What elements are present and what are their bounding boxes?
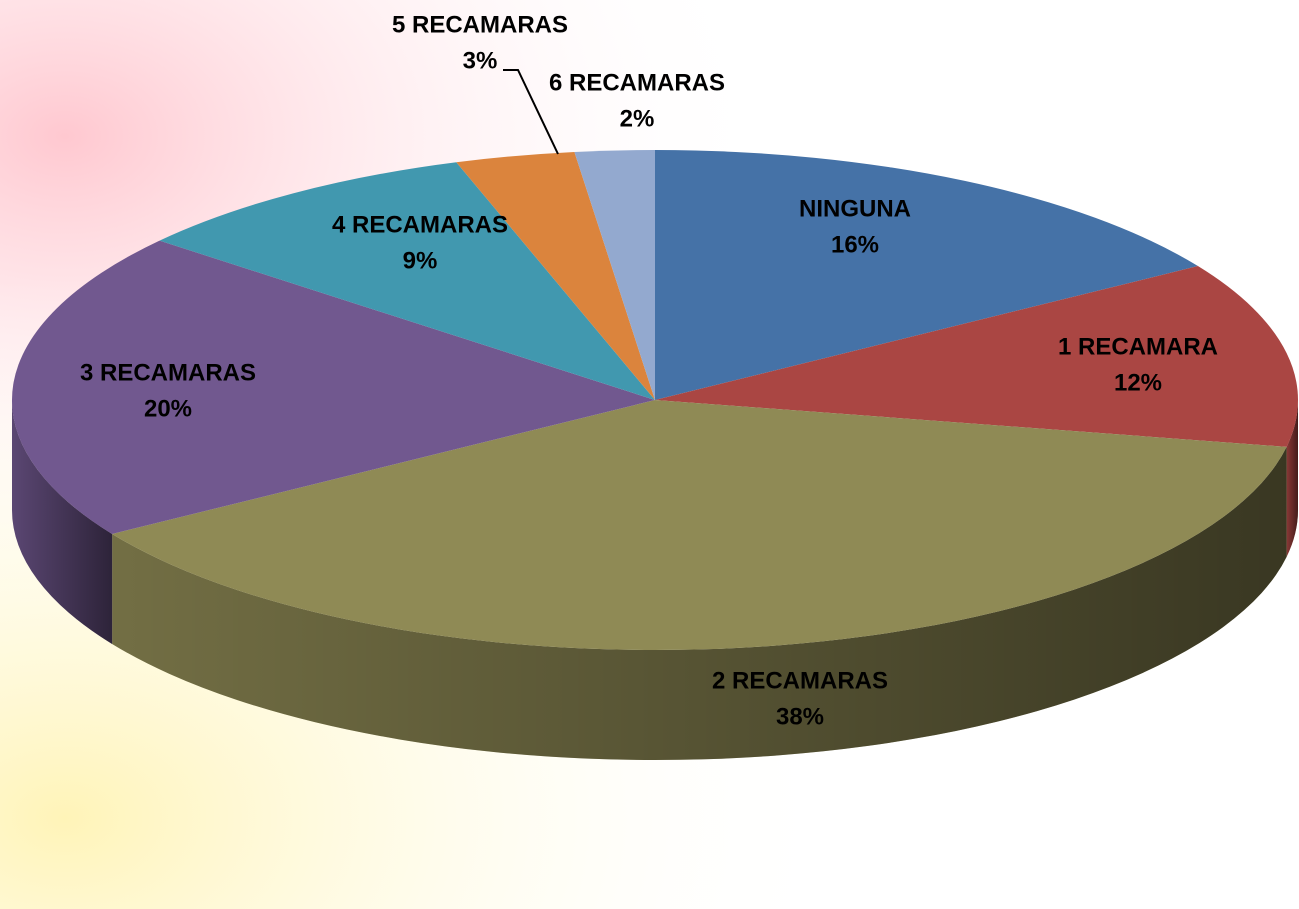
slice-value-label: 9% (403, 247, 438, 274)
slice (655, 266, 1299, 447)
pie-sides (12, 400, 1298, 761)
slice-value-label: 2% (620, 105, 655, 132)
slice (655, 150, 1198, 400)
slice-category-label: 5 RECAMARAS (392, 11, 568, 38)
data-labels: NINGUNA 16% 1 RECAMARA 12% 2 RECAMARAS 38% 3 R… (80, 11, 1218, 730)
slice-value-label: 3% (463, 47, 498, 74)
slice-value-label: 38% (776, 703, 824, 730)
slice-side-shade (112, 446, 1287, 761)
slice (11, 240, 655, 534)
slice-category-label: 1 RECAMARA (1058, 333, 1218, 360)
slice-value-label: 20% (144, 395, 192, 422)
slice-category-label: 2 RECAMARAS (712, 667, 888, 694)
slice-category-label: NINGUNA (799, 195, 911, 222)
pie-tops (11, 150, 1299, 651)
slice-side-shade (12, 400, 113, 644)
slice-category-label: 4 RECAMARAS (332, 211, 508, 238)
slice-category-label: 3 RECAMARAS (80, 359, 256, 386)
slice (112, 400, 1287, 651)
slice (456, 151, 655, 400)
slice-side-shade (1286, 400, 1298, 557)
slice (574, 150, 655, 400)
slice-value-label: 16% (831, 231, 879, 258)
leader-line (503, 69, 559, 155)
slice-value-label: 12% (1114, 369, 1162, 396)
slice (159, 162, 655, 400)
slice-category-label: 6 RECAMARAS (549, 69, 725, 96)
